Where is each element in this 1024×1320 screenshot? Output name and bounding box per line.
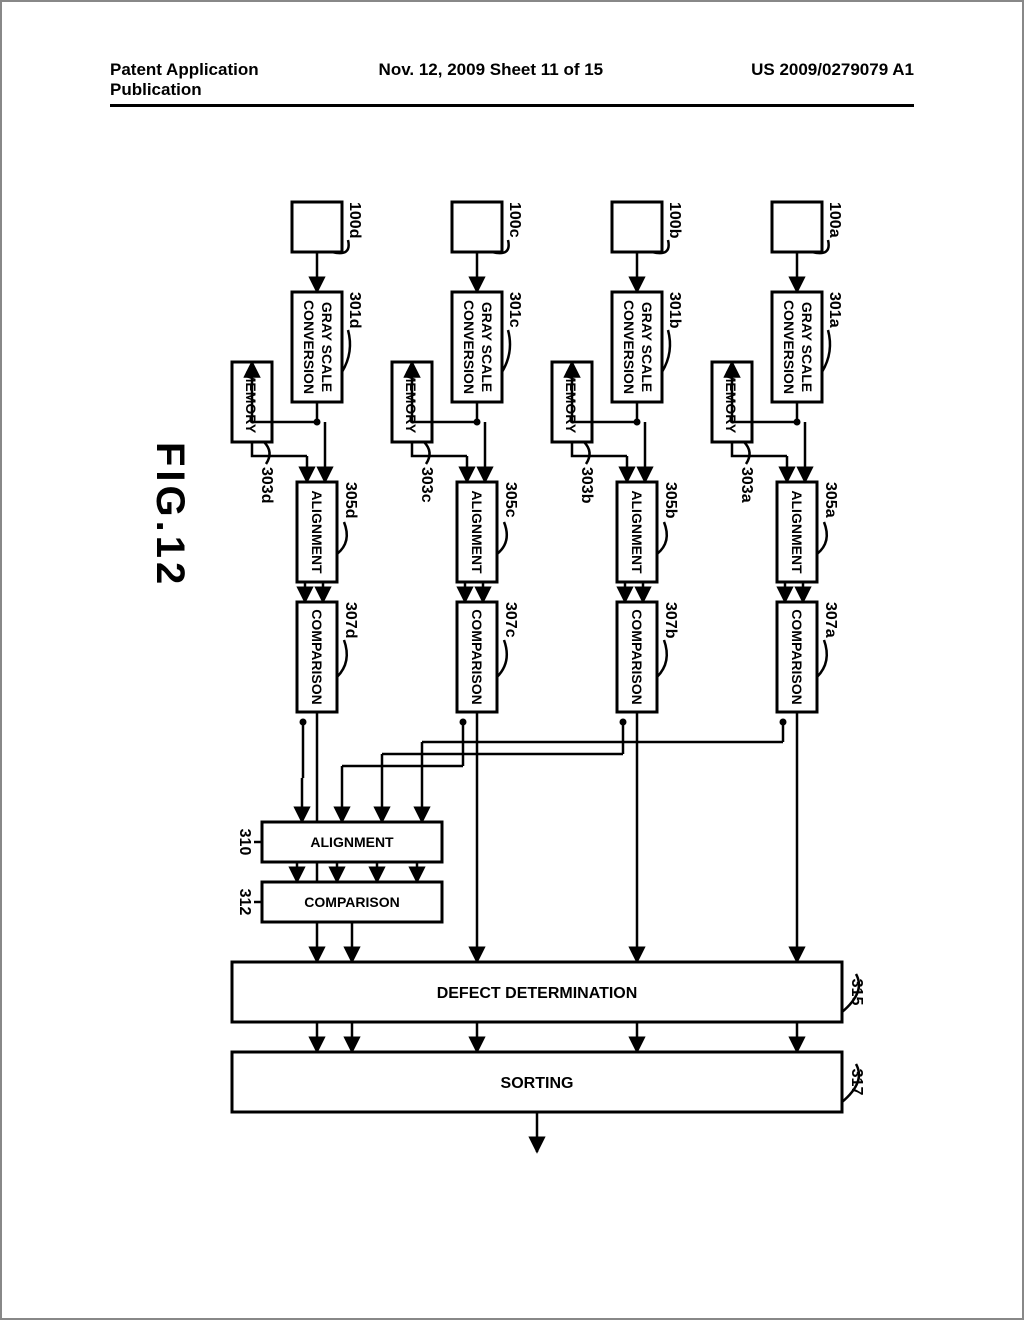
gray-l1-1: GRAY SCALE: [639, 302, 655, 392]
mem-lead-2: [424, 442, 430, 464]
comp-ref-1: 307b: [662, 602, 679, 639]
gray-l2-0: CONVERSION: [781, 300, 797, 394]
mem-ref-0: 303a: [738, 467, 755, 503]
mem-lead-3: [264, 442, 270, 464]
mem-ref-3: 303d: [258, 467, 275, 503]
comp-ref-3: 307d: [342, 602, 359, 638]
cross-comp-ref: 312: [236, 889, 253, 916]
diagram-svg: 100aGRAY SCALECONVERSION301aMEMORY303aAL…: [122, 162, 902, 1212]
sensor-1: [612, 202, 662, 252]
mem-lead-1: [584, 442, 590, 464]
comp-lbl-3: COMPARISON: [309, 609, 325, 704]
mem-up-2: [412, 442, 467, 456]
gray-ref-1: 301b: [666, 292, 683, 329]
cross-comp-label: COMPARISON: [304, 894, 399, 910]
align-ref-3: 305d: [342, 482, 359, 518]
cross-align-ref: 310: [236, 829, 253, 856]
comp-ref-0: 307a: [822, 602, 839, 638]
align-lbl-0: ALIGNMENT: [789, 490, 805, 574]
sensor-0: [772, 202, 822, 252]
gray-l2-1: CONVERSION: [621, 300, 637, 394]
sensor-3: [292, 202, 342, 252]
gray-l1-0: GRAY SCALE: [799, 302, 815, 392]
page-header: Patent Application Publication Nov. 12, …: [110, 60, 914, 107]
comp-lbl-2: COMPARISON: [469, 609, 485, 704]
header-publication: Patent Application Publication: [110, 60, 322, 100]
sensor-ref-2: 100c: [506, 202, 523, 238]
figure-label: FIG.12: [148, 442, 192, 588]
align-ref-2: 305c: [502, 482, 519, 518]
comp-ref-2: 307c: [502, 602, 519, 638]
align-lbl-3: ALIGNMENT: [309, 490, 325, 574]
align-lbl-1: ALIGNMENT: [629, 490, 645, 574]
align-lbl-2: ALIGNMENT: [469, 490, 485, 574]
header-sheet: Nov. 12, 2009 Sheet 11 of 15: [322, 60, 661, 100]
mem-up-3: [252, 442, 307, 456]
mem-up-0: [732, 442, 787, 456]
gray-ref-0: 301a: [826, 292, 843, 328]
gray-l1-2: GRAY SCALE: [479, 302, 495, 392]
cross-align-label: ALIGNMENT: [310, 834, 394, 850]
comp-lbl-1: COMPARISON: [629, 609, 645, 704]
mem-lead-0: [744, 442, 750, 464]
mem-ref-1: 303b: [578, 467, 595, 504]
sensor-2: [452, 202, 502, 252]
sorting-label: SORTING: [501, 1075, 574, 1092]
defect-label: DEFECT DETERMINATION: [437, 985, 638, 1002]
gray-ref-2: 301c: [506, 292, 523, 328]
sensor-ref-1: 100b: [666, 202, 683, 239]
mem-ref-2: 303c: [418, 467, 435, 503]
gray-l2-3: CONVERSION: [301, 300, 317, 394]
gray-ref-3: 301d: [346, 292, 363, 328]
comp-lbl-0: COMPARISON: [789, 609, 805, 704]
gray-l2-2: CONVERSION: [461, 300, 477, 394]
gray-l1-3: GRAY SCALE: [319, 302, 335, 392]
sensor-ref-0: 100a: [826, 202, 843, 238]
header-docnum: US 2009/0279079 A1: [660, 60, 914, 100]
sensor-ref-3: 100d: [346, 202, 363, 238]
mem-up-1: [572, 442, 627, 456]
align-ref-1: 305b: [662, 482, 679, 519]
align-ref-0: 305a: [822, 482, 839, 518]
figure-container: 100aGRAY SCALECONVERSION301aMEMORY303aAL…: [0, 162, 902, 942]
